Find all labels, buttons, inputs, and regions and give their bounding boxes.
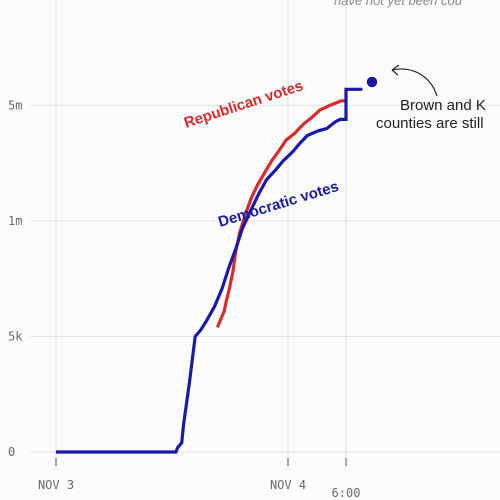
y-tick-label-3: 5m [8, 99, 22, 113]
callout-line-2: counties are still [376, 115, 484, 132]
x-tick-label-1: NOV 4 [270, 478, 306, 492]
series-layer [56, 87, 363, 454]
y-tick-label-2: 1m [8, 214, 22, 228]
grid-lines [30, 0, 500, 470]
x-tick-label-2: 6:00 [332, 486, 361, 500]
y-axis: 0 5k 1m 5m [8, 99, 23, 460]
republican-series-label: Republican votes [182, 77, 305, 132]
y-tick-label-1: 5k [8, 330, 23, 344]
x-tick-label-0: NOV 3 [38, 478, 74, 492]
x-axis: NOV 3 NOV 4 6:00 [38, 478, 361, 500]
republican-series-line [215, 99, 346, 328]
democratic-series-label: Democratic votes [216, 178, 341, 231]
callout-line-1: Brown and K [400, 97, 486, 114]
callout-arrow [391, 68, 438, 97]
latest-point-marker [365, 75, 379, 89]
callout-arrowhead [391, 64, 400, 76]
democratic-series-line [56, 87, 363, 454]
y-tick-label-0: 0 [8, 445, 15, 459]
top-note: have not yet been cou [334, 0, 462, 8]
